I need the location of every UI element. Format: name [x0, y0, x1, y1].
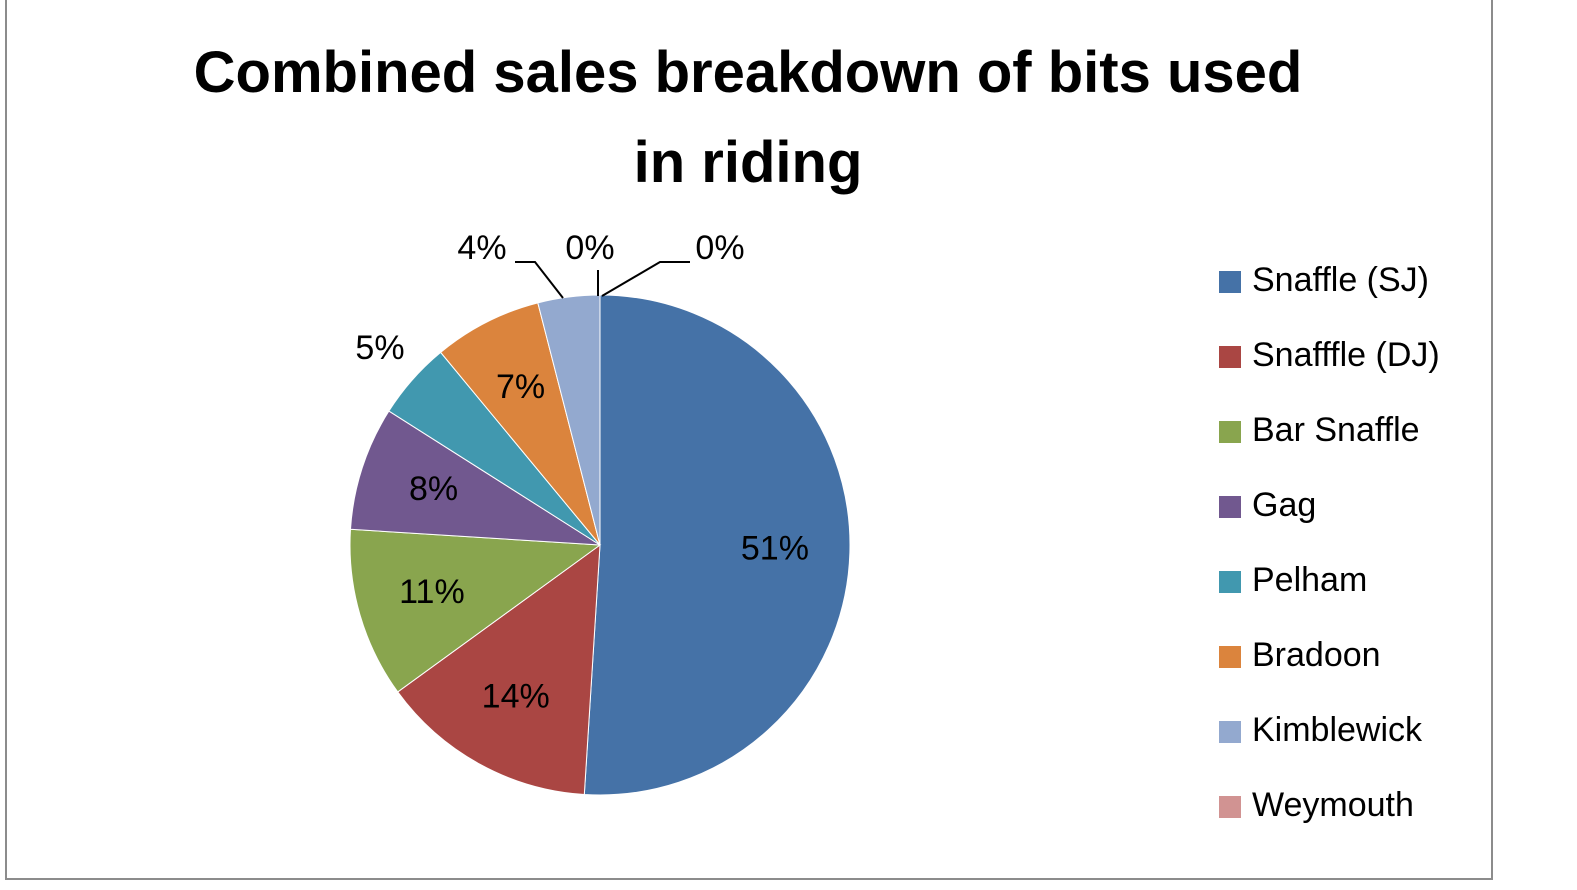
chart-title: Combined sales breakdown of bits used in… [193, 40, 1303, 195]
legend-swatch [1219, 346, 1241, 368]
leader-line [601, 261, 690, 297]
leader-line [515, 261, 564, 299]
legend-swatch [1219, 421, 1241, 443]
legend-swatch [1219, 496, 1241, 518]
data-label: 51% [741, 529, 809, 567]
data-label: 14% [482, 677, 550, 715]
legend-label: Pelham [1252, 561, 1367, 599]
legend-label: Kimblewick [1252, 711, 1423, 749]
legend-label: Gag [1252, 486, 1316, 524]
data-label: 11% [399, 573, 465, 611]
legend-label: Bradoon [1252, 636, 1381, 674]
legend-swatch [1219, 796, 1241, 818]
pie-slice [583, 294, 851, 796]
legend-label: Snaffle (SJ) [1252, 261, 1429, 299]
pie-slice [349, 528, 602, 693]
pie-slice [397, 543, 601, 796]
legend-swatch [1219, 721, 1241, 743]
data-label: 0% [565, 229, 614, 267]
data-label: 4% [457, 229, 506, 267]
legend-swatch [1219, 271, 1241, 293]
pie-slice [349, 410, 601, 546]
legend-swatch [1219, 646, 1241, 668]
data-label: 7% [496, 368, 545, 406]
data-label: 0% [695, 229, 744, 267]
legend-label: Bar Snaffle [1252, 411, 1420, 449]
legend-label: Weymouth [1252, 786, 1414, 824]
legend-label: Snafffle (DJ) [1252, 336, 1440, 374]
pie-slice [439, 302, 601, 546]
data-label: 8% [409, 470, 458, 508]
chart-frame [5, 0, 1493, 880]
data-label: 5% [355, 329, 404, 367]
legend-swatch [1219, 571, 1241, 593]
